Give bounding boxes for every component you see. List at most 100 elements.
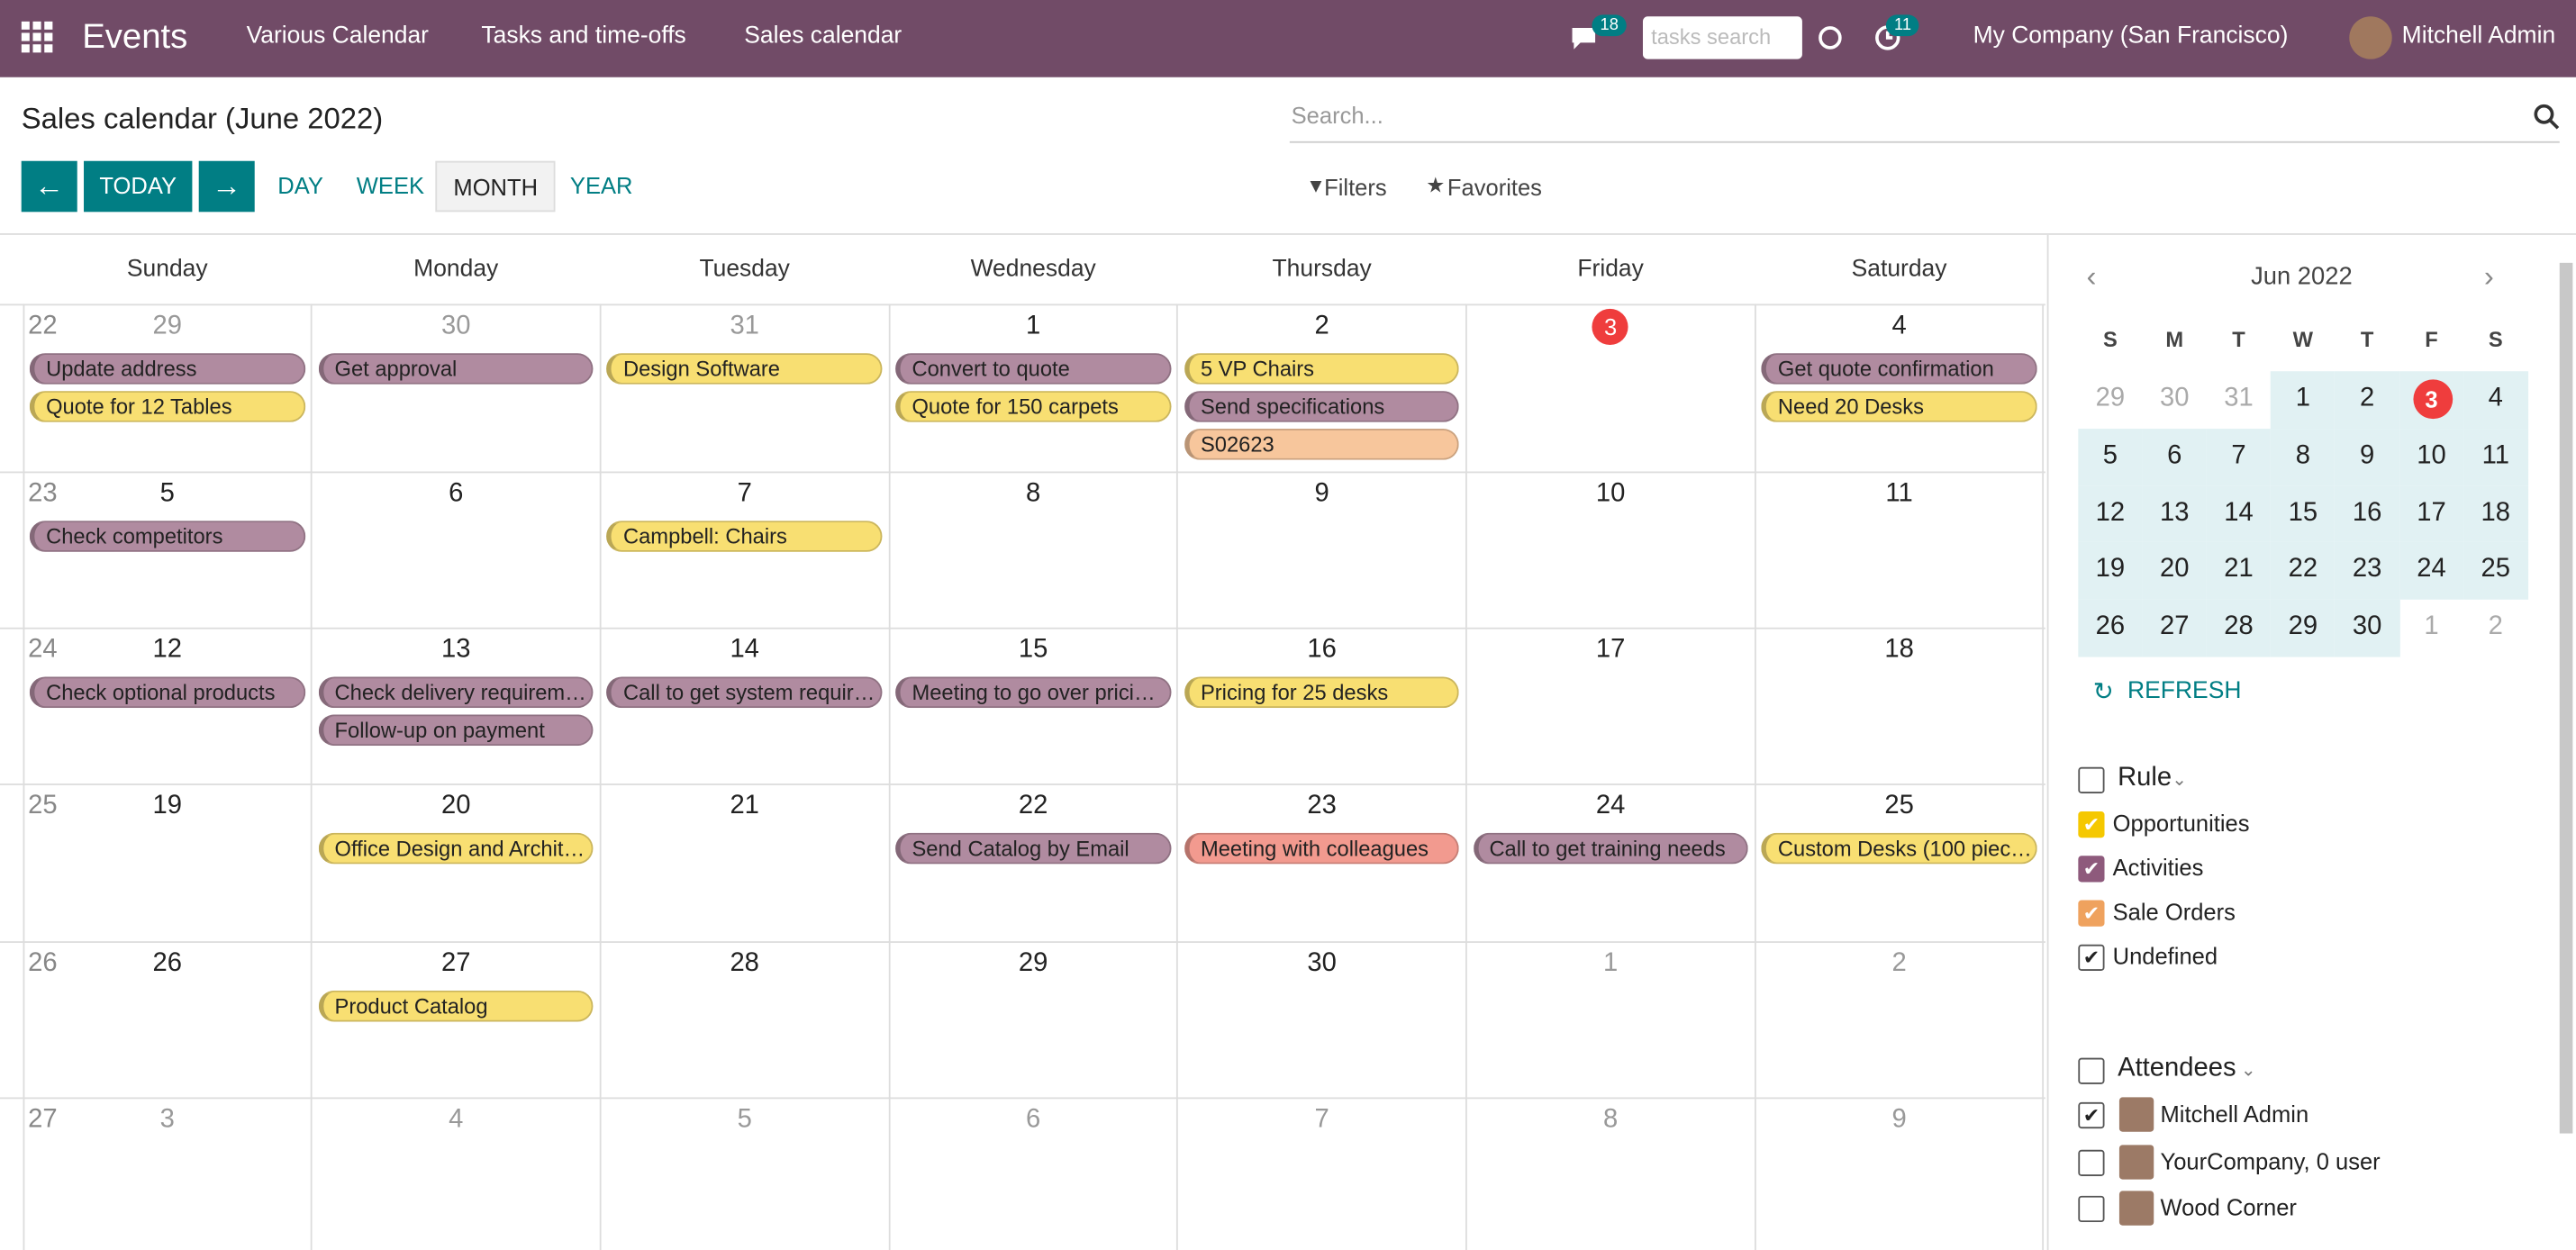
event[interactable]: Get approval — [318, 353, 594, 385]
filter-label[interactable]: YourCompany, 0 user — [2160, 1147, 2381, 1174]
day-number[interactable]: 26 — [152, 949, 182, 978]
day-number[interactable]: 7 — [737, 479, 752, 508]
favorites-button[interactable]: Favorites — [1447, 174, 1542, 201]
mini-day[interactable]: 12 — [2095, 498, 2126, 527]
event[interactable]: Meeting to go over prici… — [895, 676, 1172, 709]
day-number[interactable]: 31 — [730, 312, 759, 340]
event[interactable]: Get quote confirmation — [1761, 353, 2037, 385]
mini-day[interactable]: 21 — [2224, 556, 2254, 584]
event[interactable]: S02623 — [1184, 429, 1460, 460]
checkbox[interactable]: ✔ — [2078, 856, 2105, 883]
mini-day[interactable]: 1 — [2295, 384, 2310, 412]
mini-day[interactable]: 30 — [2159, 384, 2190, 412]
event[interactable]: Call to get training needs — [1473, 832, 1749, 865]
day-number[interactable]: 8 — [1026, 479, 1041, 508]
mini-day[interactable]: 29 — [2288, 612, 2318, 641]
day-number[interactable]: 8 — [1603, 1105, 1619, 1134]
prev-button[interactable]: ← — [21, 160, 77, 213]
search-icon[interactable] — [2534, 104, 2560, 130]
filter-label[interactable]: Activities — [2112, 854, 2204, 881]
mini-day[interactable]: 4 — [2488, 384, 2503, 412]
mini-day[interactable]: 1 — [2424, 612, 2439, 641]
day-number[interactable]: 18 — [1884, 635, 1914, 664]
refresh-icon[interactable]: ↻ — [2092, 678, 2114, 707]
event[interactable]: Check competitors — [29, 521, 305, 552]
day-number[interactable]: 11 — [1885, 479, 1913, 508]
event[interactable]: Check delivery requirem… — [318, 676, 594, 709]
mini-day[interactable]: 17 — [2417, 498, 2446, 527]
event[interactable]: Send specifications — [1184, 391, 1460, 422]
day-number[interactable]: 12 — [152, 635, 182, 664]
next-button[interactable]: → — [198, 160, 255, 213]
mini-next[interactable]: › — [2483, 259, 2494, 293]
day-number[interactable]: 1 — [1603, 949, 1619, 978]
mini-day[interactable]: 2 — [2360, 384, 2375, 412]
event[interactable]: Quote for 12 Tables — [29, 391, 305, 422]
event[interactable]: Update address — [29, 353, 305, 385]
day-number[interactable]: 3 — [1604, 313, 1618, 340]
day-number[interactable]: 6 — [1026, 1105, 1041, 1134]
filter-label[interactable]: Wood Corner — [2160, 1194, 2297, 1221]
mini-day[interactable]: 18 — [2481, 498, 2511, 527]
day-number[interactable]: 23 — [1307, 792, 1337, 820]
mini-day[interactable]: 13 — [2159, 498, 2190, 527]
mini-day[interactable]: 8 — [2295, 441, 2310, 470]
day-number[interactable]: 4 — [449, 1105, 464, 1134]
company-switcher[interactable]: My Company (San Francisco) — [1973, 23, 2289, 50]
mini-day[interactable]: 16 — [2352, 498, 2382, 527]
day-number[interactable]: 7 — [1314, 1105, 1329, 1134]
day-number[interactable]: 15 — [1018, 635, 1048, 664]
day-number[interactable]: 4 — [1891, 312, 1907, 340]
day-number[interactable]: 13 — [440, 635, 471, 664]
event[interactable]: Check optional products — [29, 676, 305, 709]
day-number[interactable]: 22 — [1018, 792, 1048, 820]
search-placeholder[interactable]: Search... — [1291, 102, 1383, 129]
mini-day[interactable]: 26 — [2095, 612, 2126, 641]
checkbox[interactable] — [2078, 1195, 2105, 1223]
mini-day[interactable]: 19 — [2095, 556, 2126, 584]
mini-day[interactable]: 5 — [2102, 441, 2118, 470]
mini-day[interactable]: 10 — [2417, 441, 2446, 470]
day-number[interactable]: 29 — [152, 312, 182, 340]
day-number[interactable]: 29 — [1018, 949, 1048, 978]
mini-day[interactable]: 3 — [2425, 385, 2438, 412]
mini-day[interactable]: 24 — [2417, 556, 2446, 584]
mini-day[interactable]: 7 — [2231, 441, 2246, 470]
scale-button[interactable]: WEEK — [356, 172, 425, 199]
search-input[interactable]: tasks search — [1642, 16, 1802, 59]
filter-icon[interactable]: ▼ — [1306, 174, 1326, 197]
day-number[interactable]: 16 — [1307, 635, 1337, 664]
star-icon[interactable]: ★ — [1426, 172, 1446, 197]
day-number[interactable]: 30 — [440, 312, 471, 340]
day-number[interactable]: 2 — [1891, 949, 1907, 978]
event[interactable]: Custom Desks (100 piec… — [1761, 832, 2037, 865]
day-number[interactable]: 17 — [1595, 635, 1626, 664]
day-number[interactable]: 20 — [440, 792, 471, 820]
checkbox[interactable]: ✔ — [2078, 811, 2105, 838]
event[interactable]: Campbell: Chairs — [606, 521, 883, 552]
day-number[interactable]: 9 — [1314, 479, 1329, 508]
event[interactable]: Call to get system requir… — [606, 676, 883, 709]
checkbox[interactable]: ✔ — [2078, 944, 2105, 971]
checkbox[interactable]: ✔ — [2078, 1101, 2105, 1129]
filters-button[interactable]: Filters — [1324, 174, 1387, 201]
day-number[interactable]: 25 — [1884, 792, 1914, 820]
app-name[interactable]: Events — [82, 18, 188, 57]
mini-day[interactable]: 9 — [2360, 441, 2375, 470]
event[interactable]: Follow-up on payment — [318, 714, 594, 747]
day-number[interactable]: 21 — [730, 792, 759, 820]
today-button[interactable]: TODAY — [84, 160, 193, 213]
event[interactable]: Pricing for 25 desks — [1184, 676, 1460, 709]
mini-day[interactable]: 30 — [2352, 612, 2382, 641]
chat-icon[interactable] — [1569, 24, 1599, 50]
menu-item[interactable]: Various Calendar — [246, 23, 430, 50]
user-avatar[interactable] — [2349, 16, 2392, 59]
day-number[interactable]: 6 — [449, 479, 464, 508]
scale-button[interactable]: YEAR — [569, 172, 633, 199]
event[interactable]: 5 VP Chairs — [1184, 353, 1460, 385]
filter-label[interactable]: Opportunities — [2112, 810, 2250, 837]
mini-day[interactable]: 20 — [2159, 556, 2190, 584]
day-number[interactable]: 3 — [159, 1105, 175, 1134]
day-number[interactable]: 10 — [1595, 479, 1626, 508]
menu-item[interactable]: Tasks and time-offs — [481, 23, 686, 50]
